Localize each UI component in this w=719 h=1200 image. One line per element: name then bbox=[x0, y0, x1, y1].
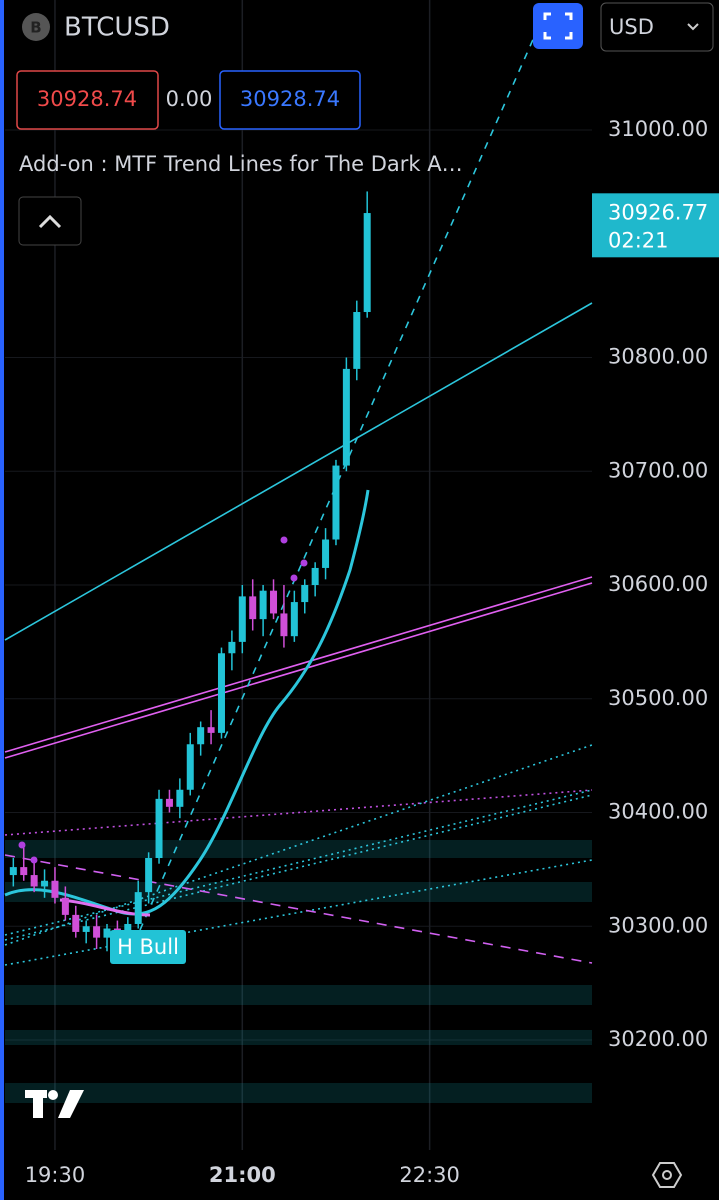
candle-body bbox=[124, 923, 132, 936]
y-tick-label: 30800.00 bbox=[608, 345, 708, 369]
candle-body bbox=[134, 892, 142, 924]
symbol: BTCUSD bbox=[64, 13, 170, 43]
candle-body bbox=[217, 653, 225, 733]
candle-body bbox=[103, 928, 111, 938]
logo-part bbox=[48, 1090, 58, 1100]
currency: USD bbox=[609, 15, 654, 39]
countdown: 02:21 bbox=[608, 228, 669, 252]
y-tick-label: 30700.00 bbox=[608, 458, 708, 482]
last-price: 30926.77 bbox=[608, 200, 708, 224]
x-tick-label: 22:30 bbox=[399, 1163, 460, 1187]
y-tick-label: 30600.00 bbox=[608, 572, 708, 596]
candle-body bbox=[353, 312, 361, 369]
axes: 30200.00 30300.00 30400.00 30500.00 30600.00… bbox=[25, 117, 719, 1187]
candle-body bbox=[9, 867, 17, 876]
candle-body bbox=[145, 858, 153, 893]
settings-button[interactable] bbox=[651, 1162, 683, 1188]
y-tick-label: 31000.00 bbox=[608, 117, 708, 141]
edge-strip bbox=[0, 0, 4, 1200]
sell-box[interactable] bbox=[16, 70, 159, 130]
signal-dot bbox=[30, 856, 38, 864]
signal-dots bbox=[18, 536, 308, 864]
currency-select[interactable] bbox=[600, 2, 714, 52]
candle-body bbox=[363, 213, 371, 313]
trend-lines bbox=[4, 34, 593, 966]
indicator-name: Add-on : MTF Trend Lines for The Dark A… bbox=[19, 152, 463, 176]
trend-line bbox=[4, 854, 593, 964]
candle-body bbox=[322, 539, 330, 568]
zone bbox=[5, 1083, 592, 1103]
candle-body bbox=[186, 744, 194, 790]
candle-body bbox=[155, 798, 163, 859]
candle-body bbox=[72, 914, 80, 932]
annotation-box bbox=[110, 930, 186, 964]
zone bbox=[5, 985, 592, 1005]
candle-body bbox=[332, 465, 340, 540]
signal-dot bbox=[280, 536, 288, 544]
y-tick-label: 30200.00 bbox=[608, 1027, 708, 1051]
bid-price: 30928.74 bbox=[37, 87, 137, 111]
candle-body bbox=[93, 926, 101, 938]
logo-part bbox=[58, 1090, 84, 1118]
annotation: H Bull bbox=[117, 935, 179, 959]
zone bbox=[5, 1030, 592, 1045]
trend-line bbox=[4, 744, 593, 946]
trend-line bbox=[4, 582, 593, 759]
zone bbox=[5, 882, 592, 902]
candle-body bbox=[30, 875, 38, 887]
logo bbox=[25, 1090, 84, 1118]
logo-part bbox=[33, 1090, 43, 1118]
zone bbox=[5, 840, 592, 858]
candle-body bbox=[342, 368, 350, 466]
candle-body bbox=[165, 798, 173, 807]
candle-body bbox=[197, 727, 205, 745]
buy-box[interactable] bbox=[219, 70, 361, 130]
candle-body bbox=[41, 880, 49, 887]
candle-body bbox=[238, 596, 246, 642]
collapse-icon bbox=[38, 214, 62, 229]
fullscreen-button[interactable] bbox=[533, 3, 583, 49]
y-tick-label: 30300.00 bbox=[608, 913, 708, 937]
settings-icon bbox=[662, 1170, 672, 1180]
y-tick-label: 30500.00 bbox=[608, 686, 708, 710]
candle-body bbox=[61, 897, 69, 915]
symbol-icon-letter: B bbox=[30, 19, 41, 37]
candle-body bbox=[207, 727, 215, 733]
candles bbox=[9, 191, 371, 952]
trend-line bbox=[4, 789, 593, 836]
candle-body bbox=[270, 590, 278, 614]
collapse-button[interactable] bbox=[18, 196, 82, 246]
candle-body bbox=[51, 880, 59, 898]
symbol-icon bbox=[22, 13, 50, 41]
last-price-box bbox=[592, 193, 719, 258]
trend-line bbox=[139, 34, 536, 931]
y-tick-label: 30400.00 bbox=[608, 800, 708, 824]
dropdown-arrow bbox=[687, 23, 699, 31]
candle-body bbox=[301, 585, 309, 603]
signal-dot bbox=[290, 574, 298, 582]
spread: 0.00 bbox=[166, 87, 213, 111]
candle-body bbox=[228, 641, 236, 654]
x-tick-label: 19:30 bbox=[25, 1163, 86, 1187]
candle-body bbox=[82, 926, 90, 932]
ask-price: 30928.74 bbox=[240, 87, 340, 111]
candle-body bbox=[311, 567, 319, 586]
candle-body bbox=[249, 596, 257, 620]
trend-line bbox=[4, 302, 593, 641]
candle-body bbox=[20, 867, 28, 876]
signal-dot bbox=[18, 841, 26, 849]
trend-line bbox=[4, 576, 593, 753]
signal-dot bbox=[300, 559, 308, 567]
candle-body bbox=[176, 789, 184, 807]
fullscreen-icon bbox=[543, 12, 573, 40]
candle-body bbox=[259, 590, 267, 620]
x-tick-label: 21:00 bbox=[209, 1163, 276, 1187]
candle-body bbox=[290, 602, 298, 637]
candle-body bbox=[280, 613, 288, 637]
